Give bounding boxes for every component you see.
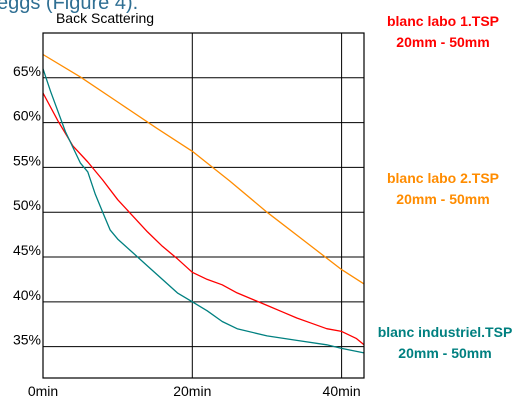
legend-entry-blanc-labo-1: blanc labo 1.TSP 20mm - 50mm <box>368 11 518 53</box>
legend-range: 20mm - 50mm <box>396 34 490 50</box>
legend-range: 20mm - 50mm <box>398 345 492 361</box>
legend-entry-blanc-labo-2: blanc labo 2.TSP 20mm - 50mm <box>368 168 518 210</box>
y-tick-label: 55% <box>13 152 41 168</box>
x-tick-label: 40min <box>323 383 361 399</box>
series-layer <box>42 53 365 354</box>
series-line-1 <box>42 53 365 285</box>
x-tick-label: 0min <box>28 383 58 399</box>
y-tick-label: 35% <box>13 332 41 348</box>
series-line-0 <box>42 92 365 346</box>
legend-entry-blanc-industriel: blanc industriel.TSP 20mm - 50mm <box>355 322 531 364</box>
figure-caption: eggs (Figure 4). <box>0 0 139 14</box>
legend-label: blanc labo 2.TSP <box>386 170 500 186</box>
plot-frame <box>42 32 365 379</box>
legend-label: blanc industriel.TSP <box>377 324 513 340</box>
y-tick-label: 50% <box>13 197 41 213</box>
y-tick-label: 40% <box>13 287 41 303</box>
y-tick-label: 45% <box>13 242 41 258</box>
grid-lines <box>43 33 364 378</box>
y-tick-label: 60% <box>13 108 41 124</box>
legend-range: 20mm - 50mm <box>396 191 490 207</box>
series-line-2 <box>42 68 365 354</box>
chart-title: Back Scattering <box>56 10 154 26</box>
legend-label: blanc labo 1.TSP <box>386 13 500 29</box>
x-tick-label: 20min <box>173 383 211 399</box>
tick-labels: 35% 40% 45% 50% 55% 60% 65% 0min 20min 40min <box>13 63 361 399</box>
y-tick-label: 65% <box>13 63 41 79</box>
